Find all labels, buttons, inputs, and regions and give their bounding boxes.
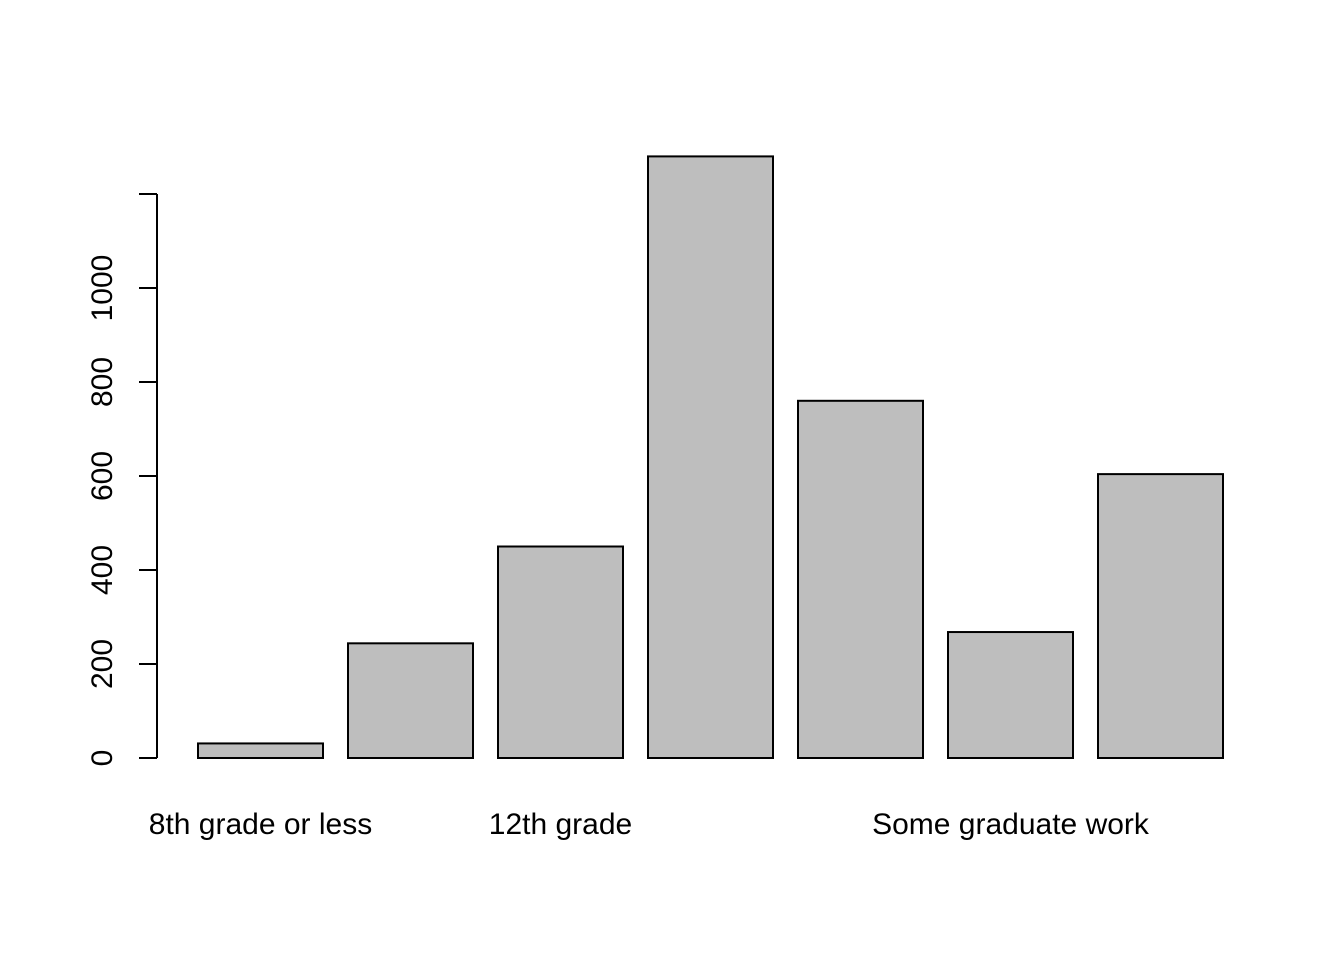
bar bbox=[347, 642, 474, 760]
bar bbox=[197, 742, 324, 759]
y-tick-label: 400 bbox=[86, 545, 119, 595]
bar bbox=[1097, 473, 1224, 759]
y-tick-label: 1000 bbox=[86, 255, 119, 322]
y-tick-label: 200 bbox=[86, 639, 119, 689]
y-ticks: 0 200 400 600 800 1000 bbox=[86, 193, 157, 767]
y-tick-label: 800 bbox=[86, 357, 119, 407]
bar bbox=[647, 155, 774, 759]
x-category-label: 12th grade bbox=[489, 808, 632, 841]
bar bbox=[797, 399, 924, 759]
x-category-label: 8th grade or less bbox=[149, 808, 372, 841]
bar bbox=[497, 545, 624, 759]
y-tick-label: 600 bbox=[86, 451, 119, 501]
y-axis: 0 200 400 600 800 1000 bbox=[86, 193, 158, 767]
x-category-label: Some graduate work bbox=[872, 808, 1150, 841]
x-category-labels: 8th grade or less 12th grade Some graduate… bbox=[149, 808, 1150, 841]
bar bbox=[947, 631, 1074, 759]
bars bbox=[197, 155, 1224, 760]
y-tick-label: 0 bbox=[86, 750, 119, 767]
